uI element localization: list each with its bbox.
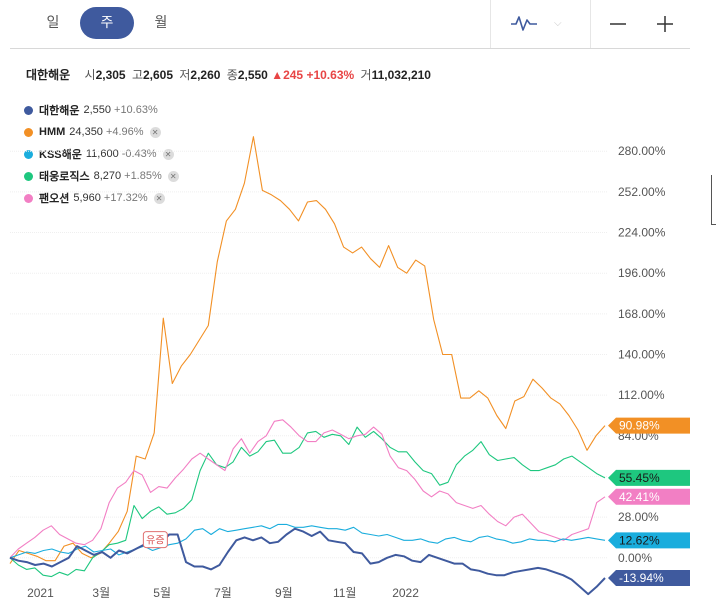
last-value-tag bbox=[608, 469, 690, 486]
high-label: 고 bbox=[131, 68, 143, 82]
y-tick-label: 252.00% bbox=[618, 185, 666, 199]
line-chart-icon bbox=[511, 16, 537, 31]
series-line bbox=[9, 136, 606, 564]
toolbar-bottom-border bbox=[10, 48, 690, 49]
toolbar-divider bbox=[590, 0, 591, 48]
series-line bbox=[9, 426, 606, 578]
close-icon[interactable]: ✕ bbox=[149, 126, 161, 138]
legend-name: 대한해운 bbox=[39, 105, 80, 117]
quote-stock-name: 대한해운 bbox=[26, 68, 71, 82]
y-tick-label: 0.00% bbox=[618, 551, 652, 565]
legend-change: +1.85% bbox=[124, 170, 162, 182]
legend-change: +4.96% bbox=[105, 126, 144, 138]
event-marker-label: 유증 bbox=[146, 535, 164, 547]
legend-dot bbox=[24, 149, 33, 159]
toolbar: 일 주 월 ⌵ bbox=[0, 0, 716, 48]
quote-summary: 대한해운 시2,305 고2,605 저2,260 종2,550 ▲245 +1… bbox=[26, 66, 431, 83]
legend-item-panocean[interactable]: 팬오션 5,960 +17.32% ✕ bbox=[24, 187, 179, 209]
panel-edge bbox=[711, 175, 716, 225]
low-label: 저 bbox=[179, 68, 191, 82]
legend-name: KSS해운 bbox=[39, 149, 82, 161]
y-tick-label: 28.00% bbox=[618, 510, 659, 524]
close-value: 2,550 bbox=[237, 68, 268, 82]
legend-change: +10.63% bbox=[114, 104, 158, 116]
series-line bbox=[9, 419, 606, 559]
last-value-tag bbox=[608, 570, 690, 586]
x-tick-label: 2022 bbox=[392, 586, 419, 600]
legend-price: 2,550 bbox=[83, 104, 112, 116]
last-value-tag bbox=[608, 532, 690, 549]
y-tick-label: 224.00% bbox=[618, 226, 666, 240]
open-value: 2,305 bbox=[95, 68, 126, 82]
legend-item-daehan[interactable]: 대한해운 2,550 +10.63% bbox=[24, 99, 179, 121]
plus-icon bbox=[657, 16, 673, 32]
series-line bbox=[9, 527, 606, 596]
tab-monthly[interactable]: 월 bbox=[154, 15, 168, 31]
legend-change: +17.32% bbox=[103, 192, 148, 204]
chart-type-button[interactable]: ⌵ bbox=[500, 8, 590, 38]
last-value-label: 12.62% bbox=[619, 533, 660, 547]
x-tick-label: 11월 bbox=[333, 586, 357, 600]
y-tick-label: 140.00% bbox=[618, 347, 666, 361]
minus-icon bbox=[610, 23, 626, 25]
y-tick-label: 168.00% bbox=[618, 307, 666, 321]
high-value: 2,605 bbox=[142, 68, 174, 82]
last-value-label: 90.98% bbox=[619, 419, 660, 433]
legend: 대한해운 2,550 +10.63% HMM 24,350 +4.96% ✕ K… bbox=[24, 99, 179, 209]
y-tick-label: 112.00% bbox=[618, 388, 665, 402]
change-percent: +10.63% bbox=[306, 68, 355, 82]
volume-label: 거 bbox=[360, 68, 372, 82]
close-icon[interactable]: ✕ bbox=[153, 192, 165, 204]
x-tick-label: 9월 bbox=[275, 586, 293, 600]
event-marker bbox=[142, 531, 168, 549]
x-tick-label: 5월 bbox=[153, 586, 171, 600]
legend-price: 5,960 bbox=[73, 192, 101, 204]
last-value-tag bbox=[608, 488, 690, 505]
legend-price: 24,350 bbox=[69, 126, 103, 138]
x-tick-label: 7월 bbox=[214, 586, 232, 600]
zoom-out-button[interactable] bbox=[601, 7, 635, 41]
legend-dot bbox=[24, 127, 33, 137]
last-value-label: 55.45% bbox=[619, 471, 660, 485]
legend-item-taewoong[interactable]: 태웅로직스 8,270 +1.85% ✕ bbox=[24, 165, 179, 187]
chevron-down-icon: ⌵ bbox=[554, 17, 562, 29]
toolbar-divider bbox=[490, 0, 491, 48]
legend-price: 8,270 bbox=[93, 170, 122, 182]
last-value-label: -13.94% bbox=[619, 571, 664, 585]
y-tick-label: 280.00% bbox=[618, 144, 666, 158]
period-tabs: 일 주 월 bbox=[26, 7, 188, 39]
y-tick-label: 196.00% bbox=[618, 266, 666, 280]
tab-weekly[interactable]: 주 bbox=[80, 7, 134, 39]
legend-item-hmm[interactable]: HMM 24,350 +4.96% ✕ bbox=[24, 121, 179, 143]
open-label: 시 bbox=[84, 68, 96, 82]
x-tick-label: 3월 bbox=[92, 586, 110, 600]
change-value: ▲245 bbox=[271, 68, 304, 82]
close-label: 종 bbox=[226, 68, 238, 82]
low-value: 2,260 bbox=[190, 68, 221, 82]
legend-dot bbox=[24, 171, 33, 181]
tab-daily[interactable]: 일 bbox=[46, 15, 60, 31]
legend-dot bbox=[24, 105, 33, 115]
legend-name: 팬오션 bbox=[39, 193, 70, 205]
last-value-label: 42.41% bbox=[619, 490, 660, 504]
series-line bbox=[9, 523, 606, 559]
volume-value: 11,032,210 bbox=[371, 68, 431, 82]
x-tick-label: 2021 bbox=[27, 586, 54, 600]
legend-name: 태웅로직스 bbox=[39, 171, 90, 183]
legend-dot bbox=[24, 193, 33, 203]
zoom-in-button[interactable] bbox=[648, 7, 682, 41]
close-icon[interactable]: ✕ bbox=[162, 148, 174, 160]
last-value-tag bbox=[608, 417, 690, 434]
close-icon[interactable]: ✕ bbox=[167, 170, 179, 182]
legend-name: HMM bbox=[39, 126, 66, 138]
